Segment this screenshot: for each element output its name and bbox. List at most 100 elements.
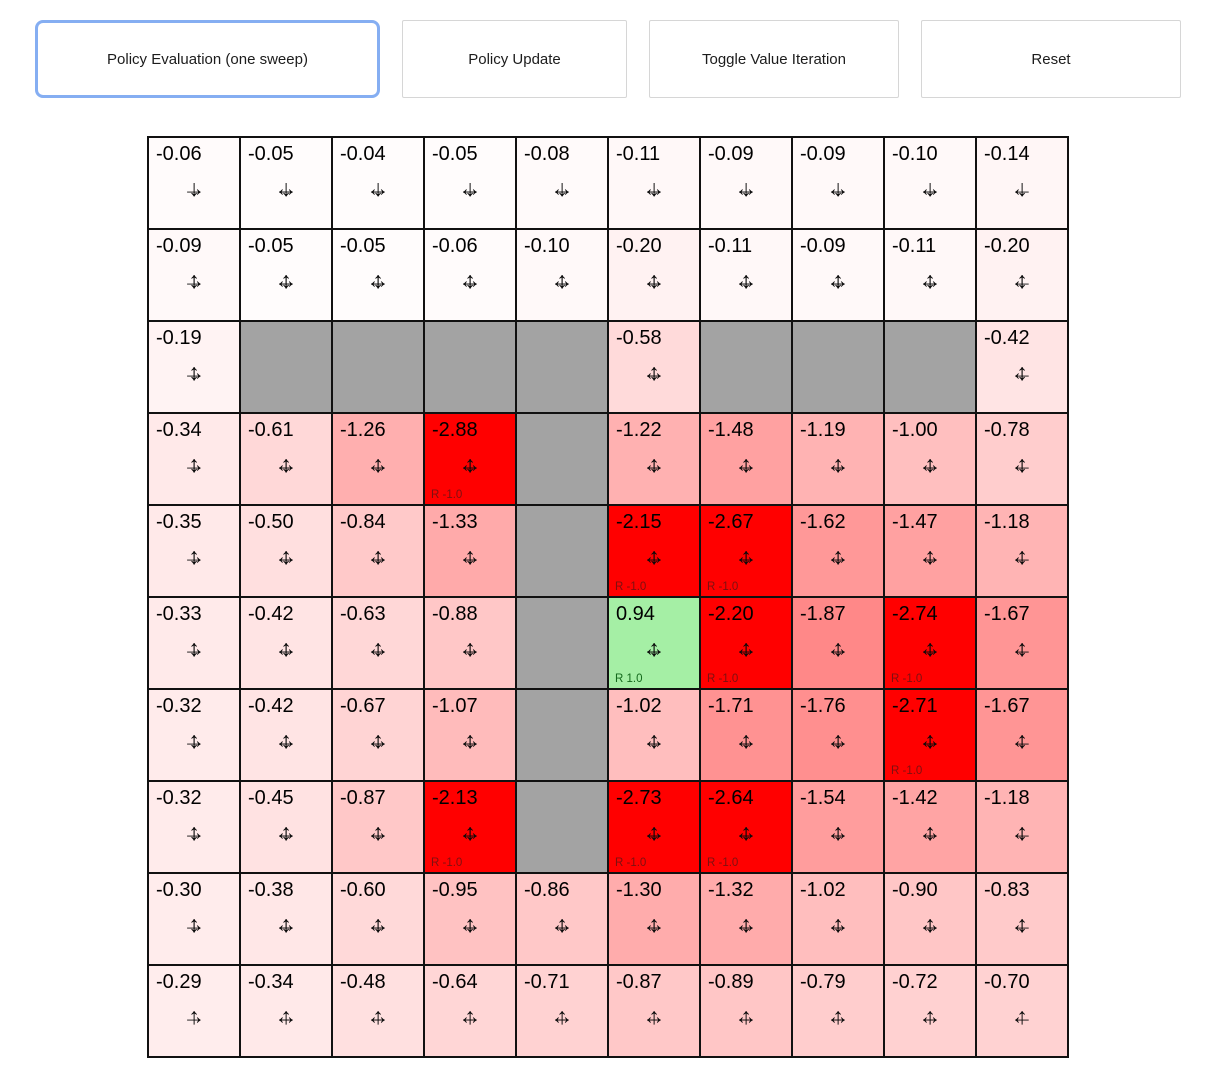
- grid-cell[interactable]: -0.06 ↓ →: [149, 138, 241, 230]
- grid-cell[interactable]: -0.71 ↑ ← →: [517, 966, 609, 1058]
- grid-cell[interactable]: -0.09 ↑ ↓ ← →: [793, 230, 885, 322]
- grid-cell[interactable]: -0.14 ↓ ←: [977, 138, 1069, 230]
- grid-cell[interactable]: -1.62 ↑ ↓ ← →: [793, 506, 885, 598]
- arrow-up-icon: ↑: [832, 818, 844, 845]
- grid-cell[interactable]: -1.02 ↑ ↓ ← →: [793, 874, 885, 966]
- grid-cell[interactable]: -1.47 ↑ ↓ ← →: [885, 506, 977, 598]
- grid-cell[interactable]: -1.19 ↑ ↓ ← →: [793, 414, 885, 506]
- grid-cell[interactable]: -0.87 ↑ ← →: [609, 966, 701, 1058]
- grid-cell[interactable]: -0.60 ↑ ↓ ← →: [333, 874, 425, 966]
- toggle-value-iteration-button[interactable]: Toggle Value Iteration: [649, 20, 899, 98]
- cell-value: -1.18: [984, 511, 1030, 533]
- grid-cell[interactable]: -0.95 ↑ ↓ ← →: [425, 874, 517, 966]
- policy-evaluation-button[interactable]: Policy Evaluation (one sweep): [35, 20, 380, 98]
- grid-cell[interactable]: -1.42 ↑ ↓ ← →: [885, 782, 977, 874]
- grid-cell[interactable]: -0.72 ↑ ← →: [885, 966, 977, 1058]
- grid-cell[interactable]: -0.11 ↑ ↓ ← →: [885, 230, 977, 322]
- grid-cell[interactable]: -0.32 ↑ ↓ →: [149, 690, 241, 782]
- grid-cell[interactable]: -1.26 ↑ ↓ ← →: [333, 414, 425, 506]
- grid-cell[interactable]: -1.22 ↑ ↓ ← →: [609, 414, 701, 506]
- arrow-up-icon: ↑: [740, 910, 752, 937]
- grid-cell[interactable]: -1.00 ↑ ↓ ← →: [885, 414, 977, 506]
- grid-cell[interactable]: -2.71 ↑ ↓ ← → R -1.0: [885, 690, 977, 782]
- grid-cell[interactable]: -0.20 ↑ ↓ ←: [977, 230, 1069, 322]
- grid-cell[interactable]: -0.05 ↓ ← →: [241, 138, 333, 230]
- grid-cell[interactable]: -0.67 ↑ ↓ ← →: [333, 690, 425, 782]
- grid-cell[interactable]: -2.20 ↑ ↓ ← → R -1.0: [701, 598, 793, 690]
- policy-arrows: ↓ ← →: [425, 170, 515, 206]
- cell-value: -0.87: [616, 971, 662, 993]
- grid-cell[interactable]: -0.05 ↑ ↓ ← →: [333, 230, 425, 322]
- grid-cell[interactable]: -0.38 ↑ ↓ ← →: [241, 874, 333, 966]
- grid-cell[interactable]: -0.90 ↑ ↓ ← →: [885, 874, 977, 966]
- grid-cell[interactable]: -1.18 ↑ ↓ ←: [977, 506, 1069, 598]
- grid-cell[interactable]: -0.86 ↑ ↓ ← →: [517, 874, 609, 966]
- grid-cell[interactable]: -1.87 ↑ ↓ ← →: [793, 598, 885, 690]
- grid-cell[interactable]: -2.67 ↑ ↓ ← → R -1.0: [701, 506, 793, 598]
- grid-cell[interactable]: -1.18 ↑ ↓ ←: [977, 782, 1069, 874]
- grid-cell[interactable]: -0.19 ↑ ↓ →: [149, 322, 241, 414]
- grid-cell[interactable]: -0.11 ↓ ← →: [609, 138, 701, 230]
- grid-cell[interactable]: -2.88 ↑ ↓ ← → R -1.0: [425, 414, 517, 506]
- grid-cell[interactable]: -0.20 ↑ ↓ ← →: [609, 230, 701, 322]
- grid-cell[interactable]: -0.09 ↓ ← →: [701, 138, 793, 230]
- grid-cell[interactable]: -0.32 ↑ ↓ →: [149, 782, 241, 874]
- grid-cell[interactable]: -1.07 ↑ ↓ ← →: [425, 690, 517, 782]
- grid-cell[interactable]: -0.64 ↑ ← →: [425, 966, 517, 1058]
- grid-cell[interactable]: -0.05 ↓ ← →: [425, 138, 517, 230]
- grid-cell[interactable]: -0.06 ↑ ↓ ← →: [425, 230, 517, 322]
- grid-cell[interactable]: -0.89 ↑ ← →: [701, 966, 793, 1058]
- grid-cell[interactable]: -0.87 ↑ ↓ ← →: [333, 782, 425, 874]
- grid-cell[interactable]: -0.33 ↑ ↓ →: [149, 598, 241, 690]
- grid-cell[interactable]: -0.05 ↑ ↓ ← →: [241, 230, 333, 322]
- grid-cell[interactable]: -1.33 ↑ ↓ ← →: [425, 506, 517, 598]
- grid-cell[interactable]: -1.30 ↑ ↓ ← →: [609, 874, 701, 966]
- grid-cell[interactable]: -1.48 ↑ ↓ ← →: [701, 414, 793, 506]
- grid-cell[interactable]: -0.84 ↑ ↓ ← →: [333, 506, 425, 598]
- reset-button[interactable]: Reset: [921, 20, 1181, 98]
- grid-cell[interactable]: -2.73 ↑ ↓ ← → R -1.0: [609, 782, 701, 874]
- grid-cell[interactable]: -0.83 ↑ ↓ ←: [977, 874, 1069, 966]
- grid-cell[interactable]: -1.54 ↑ ↓ ← →: [793, 782, 885, 874]
- grid-cell[interactable]: -0.09 ↑ ↓ →: [149, 230, 241, 322]
- grid-cell[interactable]: -0.61 ↑ ↓ ← →: [241, 414, 333, 506]
- grid-cell[interactable]: -0.50 ↑ ↓ ← →: [241, 506, 333, 598]
- policy-update-button[interactable]: Policy Update: [402, 20, 627, 98]
- grid-cell[interactable]: -0.79 ↑ ← →: [793, 966, 885, 1058]
- grid-cell[interactable]: -0.78 ↑ ↓ ←: [977, 414, 1069, 506]
- grid-cell[interactable]: -0.34 ↑ ↓ →: [149, 414, 241, 506]
- grid-cell[interactable]: -0.70 ↑ ←: [977, 966, 1069, 1058]
- grid-cell[interactable]: -0.34 ↑ ← →: [241, 966, 333, 1058]
- grid-cell[interactable]: -0.42 ↑ ↓ ←: [977, 322, 1069, 414]
- grid-cell[interactable]: -2.74 ↑ ↓ ← → R -1.0: [885, 598, 977, 690]
- grid-cell[interactable]: -0.08 ↓ ← →: [517, 138, 609, 230]
- grid-cell[interactable]: -0.63 ↑ ↓ ← →: [333, 598, 425, 690]
- grid-cell[interactable]: -0.10 ↑ ↓ ← →: [517, 230, 609, 322]
- grid-cell[interactable]: -0.88 ↑ ↓ ← →: [425, 598, 517, 690]
- grid-cell[interactable]: -0.29 ↑ →: [149, 966, 241, 1058]
- grid-cell[interactable]: -0.10 ↓ ← →: [885, 138, 977, 230]
- grid-cell[interactable]: -0.42 ↑ ↓ ← →: [241, 598, 333, 690]
- grid-cell[interactable]: -0.58 ↑ ↓ ← →: [609, 322, 701, 414]
- grid-cell[interactable]: -1.67 ↑ ↓ ←: [977, 690, 1069, 782]
- grid-cell[interactable]: -0.48 ↑ ← →: [333, 966, 425, 1058]
- grid-cell[interactable]: -1.67 ↑ ↓ ←: [977, 598, 1069, 690]
- grid-cell[interactable]: -0.11 ↑ ↓ ← →: [701, 230, 793, 322]
- grid-cell[interactable]: -2.13 ↑ ↓ ← → R -1.0: [425, 782, 517, 874]
- grid-cell[interactable]: -1.02 ↑ ↓ ← →: [609, 690, 701, 782]
- arrow-left-icon: ←: [642, 542, 666, 569]
- grid-cell[interactable]: -1.76 ↑ ↓ ← →: [793, 690, 885, 782]
- grid-cell[interactable]: -1.32 ↑ ↓ ← →: [701, 874, 793, 966]
- grid-cell[interactable]: -1.71 ↑ ↓ ← →: [701, 690, 793, 782]
- policy-arrows: ↑ ↓ ← →: [425, 722, 515, 758]
- grid-cell[interactable]: -2.64 ↑ ↓ ← → R -1.0: [701, 782, 793, 874]
- grid-cell[interactable]: -0.35 ↑ ↓ →: [149, 506, 241, 598]
- grid-cell[interactable]: -0.45 ↑ ↓ ← →: [241, 782, 333, 874]
- grid-cell[interactable]: -0.30 ↑ ↓ →: [149, 874, 241, 966]
- grid-cell[interactable]: -2.15 ↑ ↓ ← → R -1.0: [609, 506, 701, 598]
- arrow-right-icon: →: [274, 266, 298, 293]
- grid-cell[interactable]: -0.42 ↑ ↓ ← →: [241, 690, 333, 782]
- grid-cell[interactable]: 0.94 ↑ ↓ ← → R 1.0: [609, 598, 701, 690]
- grid-cell[interactable]: -0.09 ↓ ← →: [793, 138, 885, 230]
- grid-cell[interactable]: -0.04 ↓ ← →: [333, 138, 425, 230]
